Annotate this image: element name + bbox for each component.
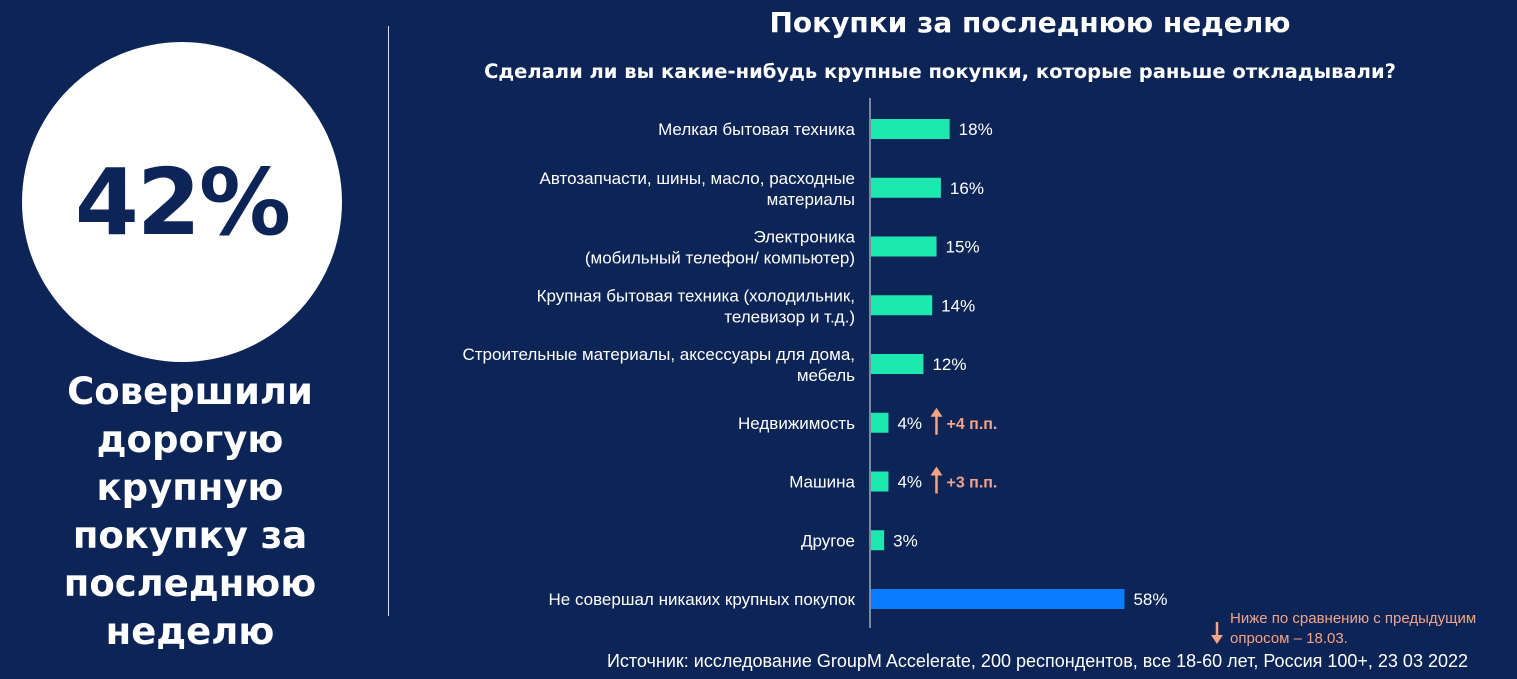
change-label: +4 п.п. (946, 416, 997, 433)
category-label: Строительные материалы, аксессуары для д… (462, 345, 855, 385)
legend-line: Ниже по сравнению с предыдущим (1230, 610, 1477, 627)
value-label: 58% (1133, 590, 1167, 609)
category-label: Недвижимость (738, 414, 855, 433)
hero-value: 42% (74, 148, 291, 256)
value-label: 4% (897, 473, 922, 492)
value-label: 4% (897, 414, 922, 433)
survey-question: Сделали ли вы какие-нибудь крупные покуп… (484, 60, 1396, 83)
hero-caption-line: покупку за (72, 514, 308, 557)
vertical-divider (388, 26, 389, 616)
bar (871, 177, 941, 198)
change-label: +3 п.п. (946, 475, 997, 492)
bar (871, 589, 1125, 609)
hero-caption-line: крупную (96, 466, 284, 509)
category-label: Не совершал никаких крупных покупок (548, 590, 855, 609)
bar (871, 471, 889, 492)
category-label: Автозапчасти, шины, масло, расходные мате… (540, 169, 855, 209)
bar (871, 295, 933, 316)
hero-caption-line: последнюю (63, 562, 317, 605)
category-label: Другое (801, 531, 855, 550)
value-label: 18% (959, 120, 993, 139)
hero-caption-line: дорогую (96, 418, 284, 461)
hero-caption-line: Совершили (67, 370, 313, 413)
category-label: Крупная бытовая техника (холодильник, тел… (537, 286, 855, 326)
value-label: 16% (950, 179, 984, 198)
up-arrow-icon (930, 407, 943, 417)
bar (871, 530, 885, 551)
value-label: 12% (932, 355, 966, 374)
change-legend: Ниже по сравнению с предыдущим опросом –… (1230, 609, 1510, 649)
category-label: Электроника (мобильный телефон/ компьютер… (585, 228, 856, 268)
hero-caption-line: неделю (105, 610, 275, 653)
category-label: Мелкая бытовая техника (658, 120, 855, 139)
bar (871, 119, 950, 139)
source-note: Источник: исследование GroupM Accelerate… (606, 651, 1468, 671)
down-arrow-icon (1211, 622, 1223, 644)
category-label: Машина (789, 473, 855, 492)
hero-circle: 42% (22, 42, 342, 362)
bar (871, 236, 937, 257)
value-label: 14% (941, 296, 975, 315)
bar (871, 354, 924, 374)
value-label: 3% (893, 531, 918, 550)
up-arrow-icon (930, 466, 943, 476)
hero-caption: Совершили дорогую крупную покупку за пос… (20, 368, 360, 656)
bar (871, 412, 889, 433)
value-label: 15% (946, 238, 980, 257)
page-title: Покупки за последнюю неделю (769, 6, 1291, 39)
legend-line: опросом – 18.03. (1230, 630, 1348, 647)
